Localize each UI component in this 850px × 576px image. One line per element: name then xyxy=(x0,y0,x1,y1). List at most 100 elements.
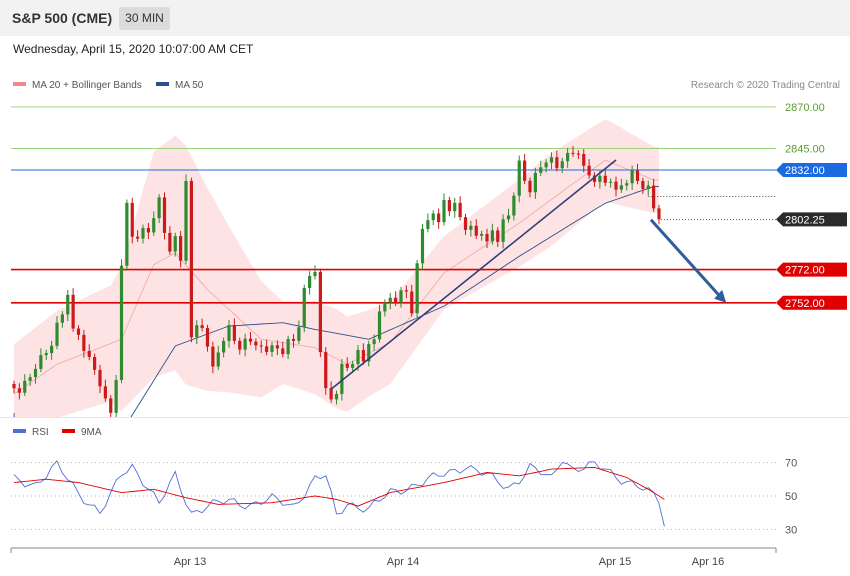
symbol-title: S&P 500 (CME) xyxy=(12,10,113,26)
trend-line xyxy=(330,159,617,390)
x-tick-label: Apr 14 xyxy=(387,556,419,568)
last-price-label: 2802.25 xyxy=(785,214,825,226)
legend-label: MA 20 + Bollinger Bands xyxy=(32,80,142,91)
candle-body xyxy=(130,202,134,237)
candle-body xyxy=(345,363,349,368)
candle-body xyxy=(437,213,441,223)
candle-body xyxy=(528,180,532,193)
candle-body xyxy=(302,288,306,328)
candle-body xyxy=(490,230,494,242)
candle-body xyxy=(517,160,521,196)
candle-body xyxy=(539,167,543,173)
candle-body xyxy=(33,368,38,378)
forecast-arrow-head xyxy=(714,289,727,303)
candle-body xyxy=(17,388,21,393)
candle-body xyxy=(227,325,231,341)
candle-body xyxy=(44,353,48,356)
legend-label: MA 50 xyxy=(175,80,204,91)
level-label: 2832.00 xyxy=(785,165,825,177)
candle-body xyxy=(93,356,97,370)
x-tick-label: Apr 16 xyxy=(692,556,724,568)
legend-swatch xyxy=(62,429,75,434)
candle-body xyxy=(39,355,43,369)
candle-body xyxy=(308,276,312,289)
candle-body xyxy=(582,154,586,166)
candle-body xyxy=(587,165,591,176)
candle-body xyxy=(619,185,623,190)
x-tick-label: Apr 13 xyxy=(174,556,206,568)
candle-body xyxy=(506,215,511,220)
candle-body xyxy=(544,162,548,168)
candle-body xyxy=(399,290,403,303)
candle-body xyxy=(114,379,118,413)
candle-body xyxy=(361,349,365,362)
candle-body xyxy=(141,227,145,239)
candle-body xyxy=(431,213,435,221)
legend-swatch xyxy=(13,82,26,87)
candle-body xyxy=(98,369,102,387)
candle-body xyxy=(12,383,16,389)
candle-body xyxy=(635,170,640,181)
candle-body xyxy=(297,327,301,341)
level-tag xyxy=(776,163,847,177)
rsi-tick-label: 70 xyxy=(785,457,797,469)
candle-body xyxy=(367,344,371,362)
legend-ma50: MA 50 xyxy=(156,80,203,91)
candle-body xyxy=(383,302,387,312)
candle-body xyxy=(377,311,382,340)
candle-body xyxy=(523,160,527,181)
candle-body xyxy=(463,217,468,230)
level-label: 2772.00 xyxy=(785,265,825,277)
candle-body xyxy=(566,152,570,162)
legend-rsi: RSI xyxy=(13,427,49,438)
candle-body xyxy=(351,364,355,368)
candle-body xyxy=(71,294,75,329)
candle-body xyxy=(324,352,328,389)
candle-body xyxy=(609,181,613,183)
candle-body xyxy=(173,236,177,252)
candle-body xyxy=(533,172,537,193)
candle-body xyxy=(195,325,199,338)
rsi-tick-label: 30 xyxy=(785,525,797,537)
candle-body xyxy=(641,180,645,189)
candle-body xyxy=(265,346,269,352)
candle-body xyxy=(254,341,258,346)
timeframe-button[interactable]: 30 MIN xyxy=(119,7,170,30)
candle-body xyxy=(420,228,425,264)
candle-body xyxy=(205,328,210,347)
legend-swatch xyxy=(13,429,26,434)
candle-body xyxy=(222,340,226,353)
candle-body xyxy=(162,197,167,233)
candle-body xyxy=(652,185,656,209)
panel-divider xyxy=(0,417,850,418)
candle-body xyxy=(82,334,86,351)
header-bar: S&P 500 (CME) 30 MIN xyxy=(0,0,850,36)
candle-body xyxy=(469,225,473,230)
chart-datetime: Wednesday, April 15, 2020 10:07:00 AM CE… xyxy=(13,42,254,56)
level-label: 2845.00 xyxy=(785,143,825,155)
candle-body xyxy=(243,338,247,350)
legend-swatch xyxy=(156,82,169,87)
level-tag xyxy=(776,295,847,310)
forecast-arrow-shaft xyxy=(649,218,724,300)
candle-body xyxy=(291,338,296,341)
candle-body xyxy=(388,297,392,303)
candle-body xyxy=(238,340,242,350)
candle-body xyxy=(474,225,478,236)
candle-body xyxy=(598,175,602,182)
candle-body xyxy=(458,202,462,218)
candle-body xyxy=(200,325,204,329)
candle-body xyxy=(394,297,398,303)
candle-body xyxy=(313,271,317,277)
legend-label: 9MA xyxy=(81,427,102,438)
level-label: 2752.00 xyxy=(785,298,825,310)
candle-body xyxy=(340,363,344,394)
candle-body xyxy=(356,349,360,365)
copyright-text: Research © 2020 Trading Central xyxy=(690,80,840,91)
candle-body xyxy=(216,352,220,367)
ma50-line xyxy=(13,186,659,417)
candle-body xyxy=(576,153,580,155)
candle-body xyxy=(87,350,91,357)
candle-body xyxy=(76,328,81,335)
candle-body xyxy=(485,233,489,242)
